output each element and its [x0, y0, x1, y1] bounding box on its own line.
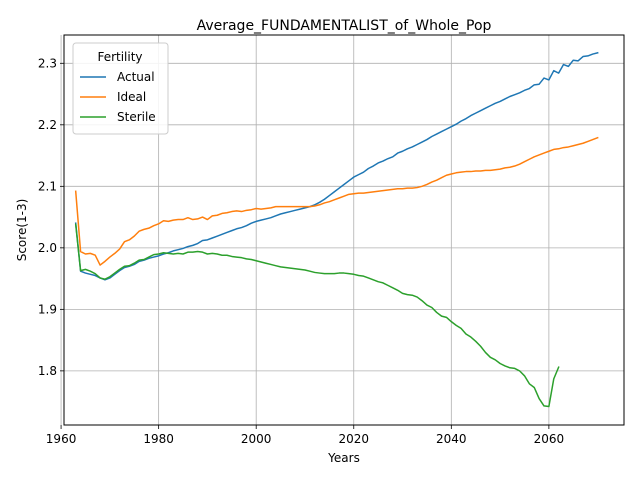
y-tick-label: 2.1 [38, 179, 57, 193]
legend: Fertility Actual Ideal Sterile [72, 42, 169, 135]
series-lines [74, 51, 599, 408]
legend-label-ideal: Ideal [117, 90, 146, 104]
x-tick-label: 1980 [143, 432, 174, 446]
legend-title: Fertility [97, 50, 142, 64]
y-tick-label: 2.2 [38, 118, 57, 132]
legend-label-sterile: Sterile [117, 110, 156, 124]
y-tick-label: 2.3 [38, 56, 57, 70]
series-line-sterile [74, 223, 560, 408]
x-tick-label: 2020 [338, 432, 369, 446]
x-tick-label: 2040 [436, 432, 467, 446]
y-tick-label: 2.0 [38, 241, 57, 255]
plot-area-frame [63, 34, 625, 426]
y-axis-label: Score(1-3) [15, 199, 29, 262]
chart-title: Average_FUNDAMENTALIST_of_Whole_Pop [197, 18, 492, 34]
legend-items: Actual Ideal Sterile [80, 70, 156, 124]
legend-label-actual: Actual [117, 70, 155, 84]
x-tick-label: 1960 [46, 432, 77, 446]
grid-lines [60, 35, 624, 425]
y-tick-label: 1.9 [38, 302, 57, 316]
x-axis-ticks: 1960 1980 2000 2020 2040 2060 [46, 425, 564, 446]
series-line-ideal [74, 136, 599, 266]
x-tick-label: 2060 [534, 432, 565, 446]
series-line-actual [74, 51, 599, 281]
y-tick-label: 1.8 [38, 364, 57, 378]
x-axis-label: Years [327, 451, 360, 465]
y-axis-ticks: 1.8 1.9 2.0 2.1 2.2 2.3 [38, 56, 64, 378]
legend-box [72, 42, 169, 135]
x-tick-label: 2000 [241, 432, 272, 446]
